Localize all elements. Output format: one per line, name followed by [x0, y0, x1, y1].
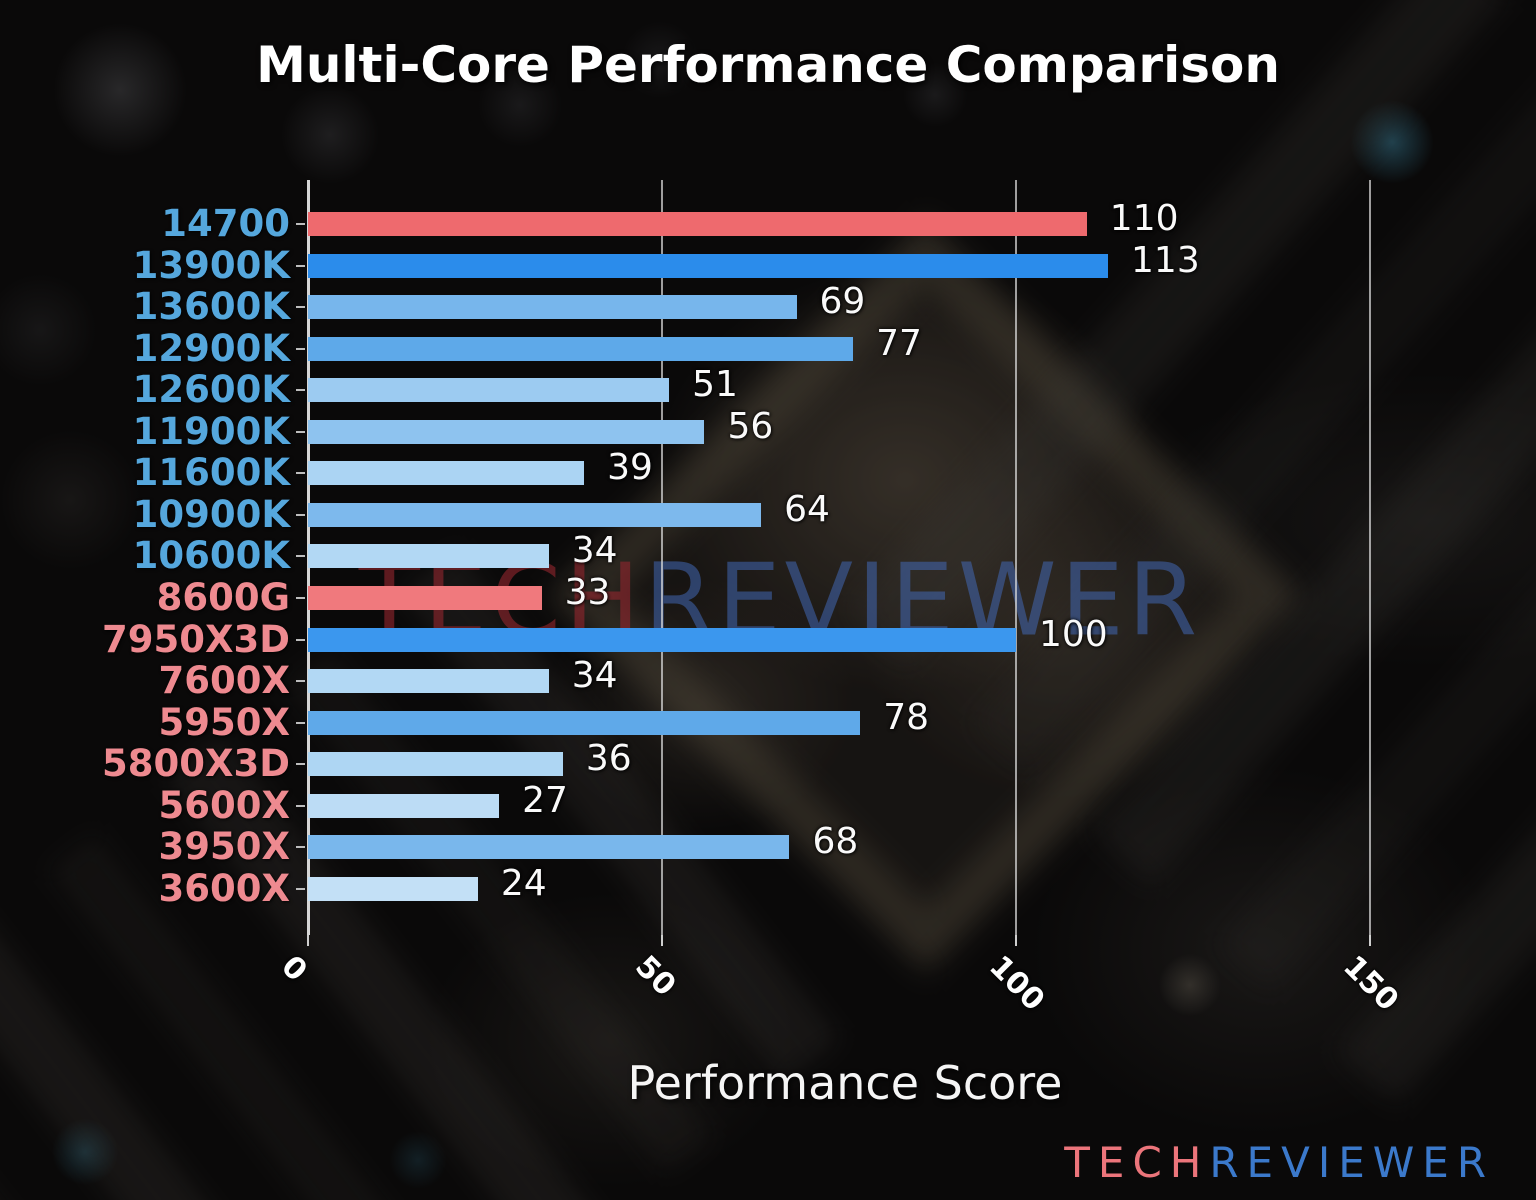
bar-value-label: 27	[522, 779, 568, 821]
x-tick-mark-50	[661, 935, 663, 946]
bar-value-label: 113	[1131, 239, 1200, 281]
y-tick-mark	[296, 223, 305, 225]
bar-12900K	[308, 336, 854, 361]
category-label-5950X: 5950X	[158, 700, 290, 744]
y-tick-mark	[296, 389, 305, 392]
category-label-11600K: 11600K	[132, 451, 290, 495]
bar-value-label: 69	[819, 281, 866, 323]
bar-5600X	[308, 793, 500, 818]
x-tick-mark-0	[307, 935, 309, 946]
y-tick-mark	[296, 804, 305, 807]
logo-tech: TECH	[1064, 1138, 1210, 1187]
bar-3950X	[308, 835, 790, 860]
bar-14700	[308, 212, 1087, 236]
y-tick-mark	[296, 597, 305, 600]
logo-reviewer: REVIEWER	[1209, 1138, 1494, 1187]
category-label-3950X: 3950X	[158, 825, 290, 869]
y-tick-mark	[296, 887, 305, 890]
bar-value-label: 51	[692, 364, 738, 406]
y-axis-labels: 14700 13900K 13600K 12900K 12600K 11900K 11600…	[0, 180, 290, 935]
y-tick-mark	[296, 264, 305, 267]
gridline-100	[1015, 180, 1017, 935]
bar-13600K	[308, 295, 797, 320]
bar-13900K	[308, 253, 1109, 278]
bar-value-label: 64	[784, 488, 830, 530]
bar-value-label: 39	[607, 447, 653, 489]
bar-10900K	[308, 502, 762, 527]
y-tick-mark	[296, 555, 305, 558]
category-label-7600X: 7600X	[158, 659, 290, 703]
bar-12600K	[308, 378, 670, 403]
bar-value-label: 33	[564, 572, 611, 614]
bar-value-label: 34	[571, 530, 618, 572]
bar-7600X	[308, 669, 549, 694]
y-tick-mark	[296, 472, 305, 475]
bar-value-label: 56	[727, 405, 774, 447]
bar-10600K	[308, 544, 549, 569]
y-tick-mark	[296, 721, 305, 724]
category-label-13600K: 13600K	[132, 285, 290, 329]
gridline-150	[1369, 180, 1371, 935]
category-label-13900K: 13900K	[132, 243, 290, 287]
bar-value-label: 68	[812, 821, 859, 863]
y-tick-mark	[296, 306, 305, 309]
y-tick-mark	[296, 347, 305, 350]
bar-3600X	[308, 876, 478, 901]
bar-7950X3D	[308, 627, 1016, 652]
category-label-14700: 14700	[161, 202, 290, 245]
category-label-5600X: 5600X	[158, 783, 290, 827]
y-tick-mark	[296, 680, 305, 683]
bar-value-label: 110	[1109, 198, 1179, 239]
bar-5950X	[308, 710, 861, 735]
bar-11900K	[308, 419, 705, 444]
category-label-7950X3D: 7950X3D	[102, 617, 290, 661]
chart-title: Multi-Core Performance Comparison	[256, 36, 1280, 94]
bar-value-label: 34	[571, 655, 618, 697]
x-tick-mark-100	[1015, 935, 1017, 946]
category-label-8600G: 8600G	[156, 576, 290, 620]
bar-8600G	[308, 586, 542, 611]
plot-area: 0 50 100 150 110 113 69 77 51 56 39 64 34 33 100 34 78 36…	[274, 180, 1405, 1018]
logo: TECHREVIEWER	[1064, 1138, 1494, 1187]
bar-11600K	[308, 461, 585, 486]
category-label-12600K: 12600K	[132, 368, 290, 412]
category-label-11900K: 11900K	[132, 409, 290, 453]
category-label-10900K: 10900K	[132, 492, 290, 536]
x-axis-title: Performance Score	[627, 1056, 1063, 1110]
bar-value-label: 36	[585, 738, 632, 780]
bar-value-label: 24	[500, 862, 547, 904]
bar-value-label: 78	[883, 696, 930, 738]
y-tick-mark	[296, 430, 305, 433]
gridline-50	[661, 180, 663, 935]
y-tick-mark	[296, 763, 305, 766]
bar-value-label: 100	[1039, 613, 1108, 655]
bar-value-label: 77	[876, 322, 922, 364]
category-label-10600K: 10600K	[132, 534, 290, 578]
x-tick-mark-150	[1369, 935, 1371, 946]
category-label-3600X: 3600X	[158, 866, 290, 910]
category-label-5800X3D: 5800X3D	[102, 742, 290, 786]
bar-5800X3D	[308, 752, 563, 777]
y-tick-mark	[296, 513, 305, 516]
category-label-12900K: 12900K	[132, 326, 290, 370]
y-tick-mark	[296, 638, 305, 641]
y-tick-mark	[296, 846, 305, 849]
